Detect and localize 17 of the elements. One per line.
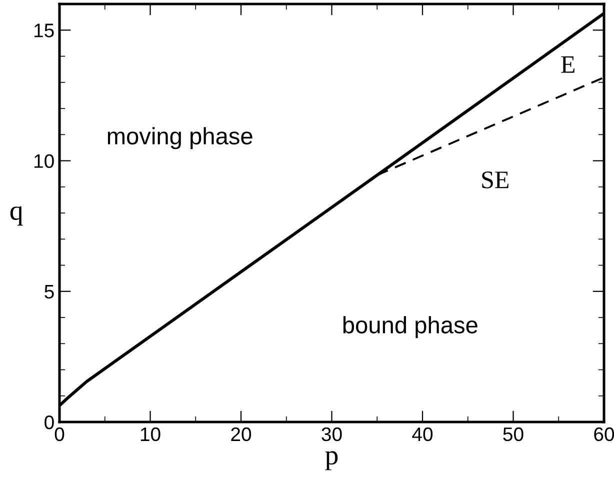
annotation: SE: [482, 172, 508, 188]
x-tick-label: 40: [412, 427, 433, 442]
x-tick-label: 30: [322, 427, 342, 442]
x-axis-title: p: [325, 451, 338, 470]
annotation: E: [561, 56, 574, 73]
annotation: moving phase: [108, 127, 252, 150]
x-tick-label: 50: [503, 427, 524, 442]
x-tick-label: 20: [231, 427, 252, 442]
x-tick-label: 10: [140, 427, 160, 442]
annotation: bound phase: [343, 316, 478, 338]
x-tick-label: 0: [54, 427, 64, 442]
y-tick-label: 10: [34, 154, 54, 168]
y-tick-label: 15: [34, 24, 54, 38]
y-axis-title: q: [10, 206, 23, 226]
y-tick-label: 5: [44, 285, 54, 299]
y-tick-label: 0: [44, 415, 54, 430]
x-tick-label: 60: [594, 427, 614, 442]
